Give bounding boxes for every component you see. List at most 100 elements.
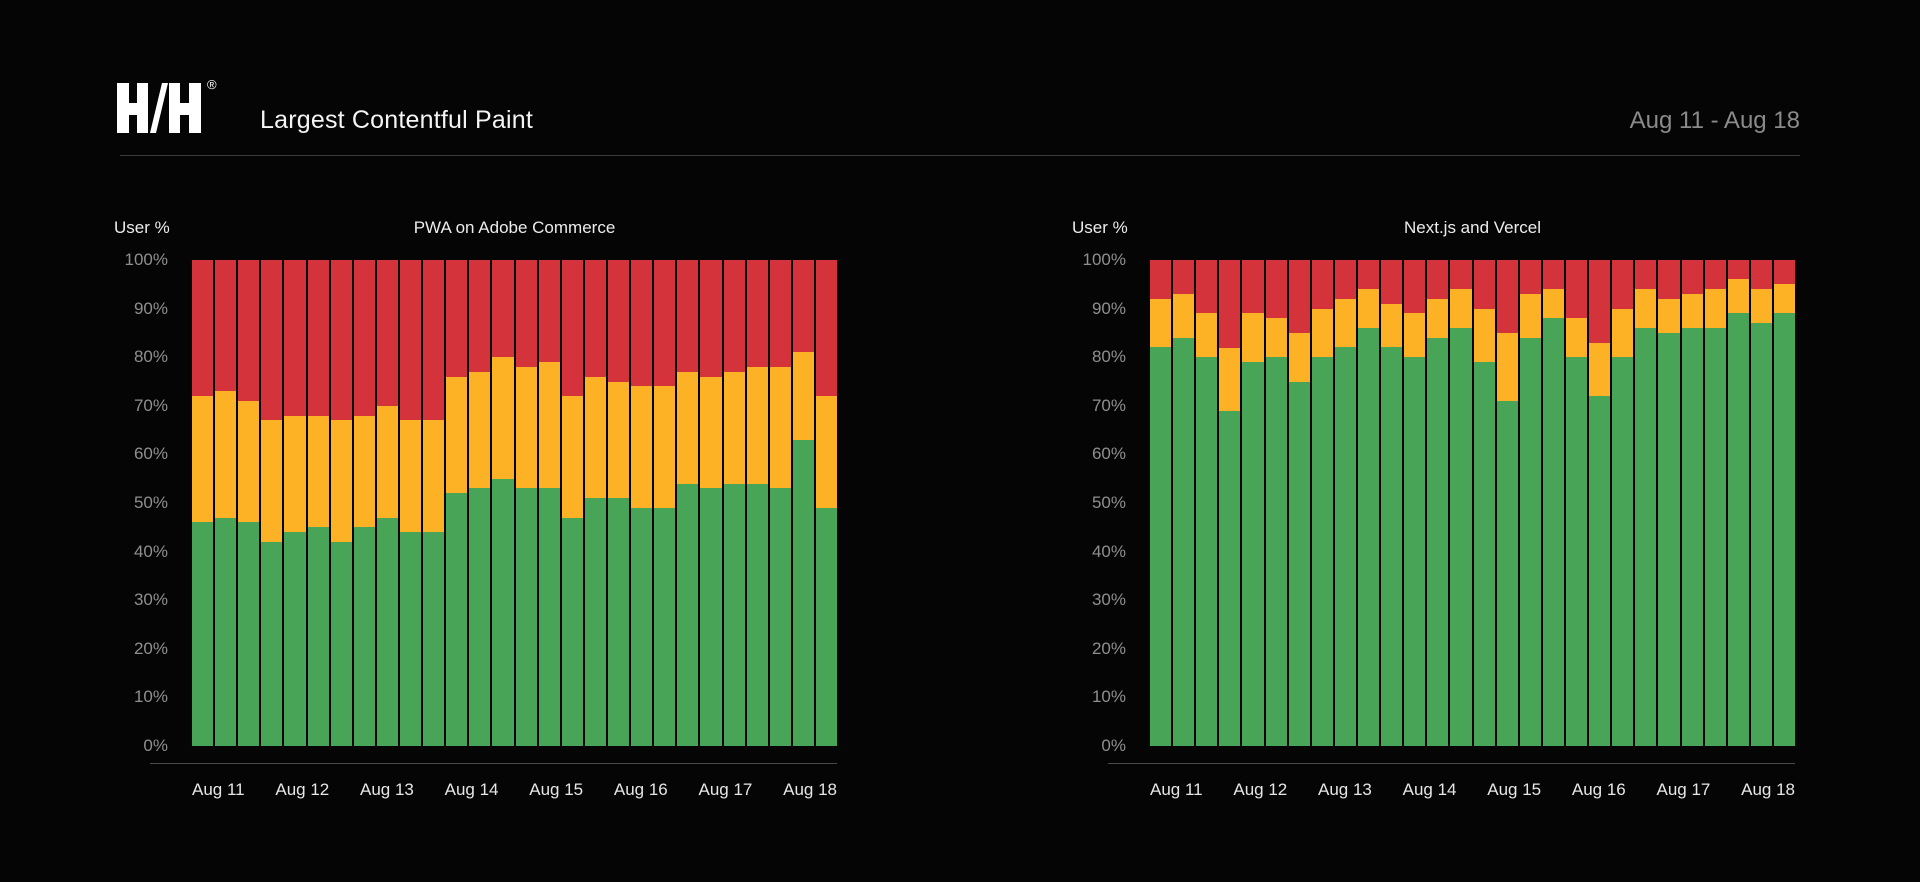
x-tick-label: Aug 15 xyxy=(1487,780,1542,799)
bar-segment-poor xyxy=(584,260,606,377)
chart-pwa-adobe-commerce: User % PWA on Adobe Commerce 100% 90% 80% 7… xyxy=(112,212,852,812)
date-range: Aug 11 - Aug 18 xyxy=(1629,107,1800,134)
bar-segment-poor xyxy=(1334,260,1356,299)
bar-segment-poor xyxy=(1704,260,1726,290)
bar-segment-poor xyxy=(607,260,630,382)
bar-segment-good xyxy=(538,488,560,746)
stacked-bar xyxy=(469,260,491,746)
bar-segment-needs_improvement xyxy=(1565,318,1588,358)
stacked-bar xyxy=(376,260,398,746)
chart-title: Next.js and Vercel xyxy=(1403,218,1541,237)
stacked-bar xyxy=(284,260,306,746)
bar-segment-needs_improvement xyxy=(1612,308,1634,358)
bar-segment-poor xyxy=(1381,260,1403,304)
bar-segment-needs_improvement xyxy=(1704,289,1726,329)
bar-segment-poor xyxy=(815,260,838,397)
stacked-bar xyxy=(1265,260,1287,746)
bar-segment-needs_improvement xyxy=(376,405,398,518)
stacked-bar xyxy=(1288,260,1310,746)
bar-segment-needs_improvement xyxy=(238,400,260,523)
bar-segment-needs_improvement xyxy=(792,352,814,440)
y-tick-label: 50% xyxy=(1091,493,1126,512)
bar-segment-poor xyxy=(1589,260,1611,343)
bar-segment-needs_improvement xyxy=(492,357,514,479)
brand-logo: ® xyxy=(117,77,227,133)
stacked-bar xyxy=(1334,260,1356,746)
bar-segment-poor xyxy=(1750,260,1772,290)
bar-segment-poor xyxy=(1173,260,1195,295)
header-divider xyxy=(120,155,1800,156)
bar-segment-good xyxy=(1658,332,1680,746)
bar-segment-needs_improvement xyxy=(538,362,560,489)
bar-segment-good xyxy=(1288,381,1310,746)
stacked-bar xyxy=(492,260,514,746)
x-tick-label: Aug 13 xyxy=(1317,780,1372,799)
registered-mark: ® xyxy=(207,77,217,92)
bar-segment-poor xyxy=(399,260,422,421)
chart-nextjs-vercel: User % Next.js and Vercel 100% 90% 80% 70% 6… xyxy=(1070,212,1810,812)
page-title: Largest Contentful Paint xyxy=(260,106,534,134)
y-axis-tick-labels: 100% 90% 80% 70% 60% 50% 40% 30% 20% 10% 0% xyxy=(1070,250,1126,755)
y-tick-label: 80% xyxy=(133,347,168,367)
stacked-bar xyxy=(1704,260,1726,746)
bar-segment-poor xyxy=(631,260,653,387)
bar-segment-poor xyxy=(1450,260,1472,290)
y-tick-label: 10% xyxy=(1091,687,1126,707)
bar-segment-good xyxy=(330,541,352,746)
bar-segment-good xyxy=(792,439,814,746)
y-tick-label: 20% xyxy=(1091,638,1126,658)
bar-segment-needs_improvement xyxy=(353,415,375,528)
bar-segment-good xyxy=(1242,362,1264,746)
bar-segment-needs_improvement xyxy=(261,420,283,542)
y-tick-label: 40% xyxy=(133,541,168,561)
y-tick-label: 70% xyxy=(133,395,168,415)
bar-segment-needs_improvement xyxy=(607,381,630,499)
bar-segment-poor xyxy=(677,260,699,372)
bar-segment-poor xyxy=(1727,260,1749,280)
bar-segment-needs_improvement xyxy=(700,376,722,489)
bar-segment-good xyxy=(1635,328,1657,746)
bar-segment-needs_improvement xyxy=(1196,313,1218,358)
stacked-bar xyxy=(769,260,791,746)
stacked-bar xyxy=(631,260,653,746)
bar-segment-good xyxy=(1542,318,1564,746)
x-tick-label: Aug 11 xyxy=(192,780,245,799)
bar-segment-good xyxy=(1681,328,1703,746)
y-tick-label: 20% xyxy=(133,638,168,658)
x-tick-label: Aug 15 xyxy=(529,780,584,799)
bar-segment-needs_improvement xyxy=(330,420,352,542)
bar-segment-good xyxy=(769,488,791,746)
x-tick-label: Aug 12 xyxy=(1233,780,1288,799)
bar-segment-poor xyxy=(538,260,560,363)
bar-segment-poor xyxy=(1773,260,1796,285)
bar-segment-good xyxy=(423,532,445,746)
bar-segment-good xyxy=(1727,313,1749,746)
bar-segment-good xyxy=(446,493,468,746)
stacked-bar xyxy=(446,260,468,746)
bar-segment-good xyxy=(1173,337,1195,746)
bar-segment-good xyxy=(1381,347,1403,746)
bar-segment-needs_improvement xyxy=(1450,289,1472,329)
stacked-bar-plot xyxy=(1150,260,1796,746)
stacked-bar xyxy=(192,260,214,746)
bar-segment-poor xyxy=(1635,260,1657,290)
bar-segment-poor xyxy=(192,260,214,397)
x-tick-label: Aug 12 xyxy=(275,780,330,799)
stacked-bar xyxy=(1542,260,1564,746)
bar-segment-needs_improvement xyxy=(1334,298,1356,348)
stacked-bar xyxy=(607,260,630,746)
x-axis-line xyxy=(150,763,837,764)
bar-segment-poor xyxy=(215,260,237,392)
x-tick-label: Aug 17 xyxy=(1656,780,1711,799)
bar-segment-good xyxy=(469,488,491,746)
bar-segment-needs_improvement xyxy=(723,371,745,484)
stacked-bar xyxy=(538,260,560,746)
bar-segment-poor xyxy=(561,260,583,397)
stacked-bar xyxy=(1357,260,1380,746)
stacked-bar xyxy=(1173,260,1195,746)
bar-segment-poor xyxy=(284,260,306,416)
x-tick-label: Aug 16 xyxy=(1571,780,1626,799)
stacked-bar xyxy=(238,260,260,746)
bar-segment-needs_improvement xyxy=(1173,294,1195,338)
bar-segment-needs_improvement xyxy=(192,396,214,523)
